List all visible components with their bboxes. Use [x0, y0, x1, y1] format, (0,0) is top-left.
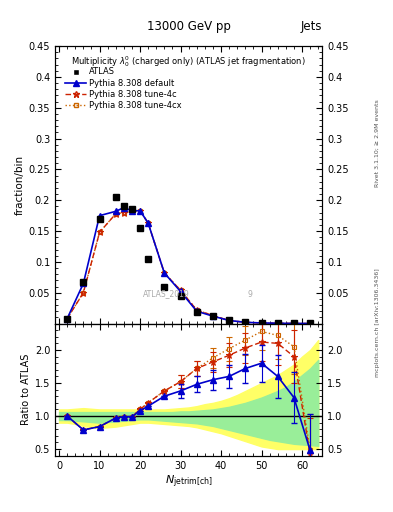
- Text: 13000 GeV pp: 13000 GeV pp: [147, 20, 231, 33]
- Y-axis label: Ratio to ATLAS: Ratio to ATLAS: [20, 354, 31, 425]
- X-axis label: $N_{\mathrm{jetrim[ch]}}$: $N_{\mathrm{jetrim[ch]}}$: [165, 473, 213, 489]
- Text: Multiplicity $\lambda_0^0$ (charged only) (ATLAS jet fragmentation): Multiplicity $\lambda_0^0$ (charged only…: [71, 54, 306, 69]
- Text: Rivet 3.1.10; ≥ 2.9M events: Rivet 3.1.10; ≥ 2.9M events: [375, 99, 380, 187]
- Legend: ATLAS, Pythia 8.308 default, Pythia 8.308 tune-4c, Pythia 8.308 tune-4cx: ATLAS, Pythia 8.308 default, Pythia 8.30…: [62, 64, 185, 113]
- Text: 9: 9: [248, 290, 252, 298]
- Text: ATLAS_2019: ATLAS_2019: [143, 290, 190, 298]
- Y-axis label: fraction/bin: fraction/bin: [15, 155, 24, 215]
- Text: Jets: Jets: [301, 20, 322, 33]
- Text: mcplots.cern.ch [arXiv:1306.3436]: mcplots.cern.ch [arXiv:1306.3436]: [375, 268, 380, 377]
